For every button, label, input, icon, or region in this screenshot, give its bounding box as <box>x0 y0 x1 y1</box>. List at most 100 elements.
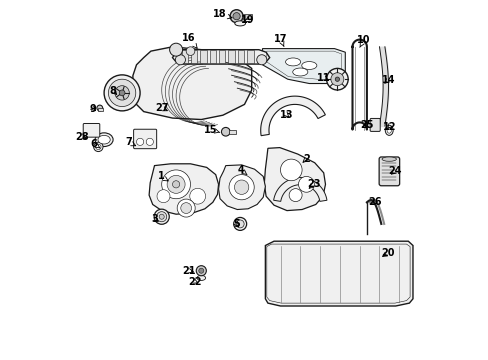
Circle shape <box>167 175 185 193</box>
Ellipse shape <box>94 142 103 152</box>
Text: 24: 24 <box>387 166 401 176</box>
Text: 8: 8 <box>109 86 117 96</box>
Circle shape <box>230 10 243 23</box>
Circle shape <box>280 159 302 181</box>
Text: 2: 2 <box>303 154 309 164</box>
Ellipse shape <box>159 214 164 219</box>
Bar <box>181 50 187 63</box>
Circle shape <box>172 181 179 188</box>
Ellipse shape <box>385 125 392 135</box>
Text: 6: 6 <box>90 139 100 149</box>
Circle shape <box>177 199 195 217</box>
Bar <box>243 14 251 19</box>
Bar <box>200 50 206 63</box>
Bar <box>237 50 244 63</box>
Text: 28: 28 <box>75 132 88 142</box>
Circle shape <box>175 55 185 65</box>
FancyBboxPatch shape <box>378 157 399 186</box>
FancyBboxPatch shape <box>133 129 156 149</box>
Text: 1: 1 <box>157 171 168 181</box>
Polygon shape <box>172 50 269 64</box>
Bar <box>209 50 216 63</box>
Circle shape <box>115 86 129 100</box>
Circle shape <box>189 188 205 204</box>
Text: 20: 20 <box>381 248 394 258</box>
Text: 3: 3 <box>152 214 158 224</box>
Text: 16: 16 <box>182 33 197 48</box>
Ellipse shape <box>386 127 390 133</box>
Text: 22: 22 <box>188 276 201 287</box>
Bar <box>219 50 225 63</box>
Circle shape <box>256 55 266 65</box>
Circle shape <box>221 127 230 136</box>
Polygon shape <box>262 49 345 84</box>
Text: 26: 26 <box>367 197 381 207</box>
Text: 15: 15 <box>203 125 220 135</box>
Text: 27: 27 <box>155 103 168 113</box>
Circle shape <box>196 266 206 276</box>
Circle shape <box>108 79 136 107</box>
Text: 19: 19 <box>241 15 254 25</box>
Text: 25: 25 <box>360 120 373 130</box>
Ellipse shape <box>234 21 245 26</box>
Text: 23: 23 <box>306 179 320 189</box>
Circle shape <box>326 68 347 90</box>
Circle shape <box>199 268 203 273</box>
Polygon shape <box>273 177 326 201</box>
Circle shape <box>181 203 191 213</box>
Ellipse shape <box>233 217 246 230</box>
Bar <box>228 50 234 63</box>
Ellipse shape <box>95 133 113 147</box>
Ellipse shape <box>301 62 316 69</box>
Text: 12: 12 <box>382 122 395 132</box>
Polygon shape <box>218 165 265 210</box>
Circle shape <box>97 105 102 111</box>
Circle shape <box>298 176 314 192</box>
Circle shape <box>157 190 170 203</box>
Circle shape <box>335 77 339 81</box>
Text: 11: 11 <box>316 73 330 83</box>
Text: 13: 13 <box>280 110 293 120</box>
Ellipse shape <box>236 220 244 228</box>
Text: 7: 7 <box>125 137 135 147</box>
Circle shape <box>234 180 248 194</box>
Text: 4: 4 <box>237 165 246 175</box>
Circle shape <box>162 170 190 199</box>
Circle shape <box>186 47 194 55</box>
Polygon shape <box>133 47 251 120</box>
Ellipse shape <box>292 68 307 76</box>
Ellipse shape <box>156 212 166 222</box>
Polygon shape <box>265 241 412 306</box>
Polygon shape <box>260 96 325 136</box>
Text: 10: 10 <box>357 35 370 48</box>
Text: 9: 9 <box>90 104 97 114</box>
Polygon shape <box>149 164 218 214</box>
FancyBboxPatch shape <box>369 118 380 131</box>
Ellipse shape <box>98 135 110 144</box>
Circle shape <box>288 189 302 202</box>
Circle shape <box>330 73 343 86</box>
Ellipse shape <box>154 209 169 224</box>
Bar <box>98 108 102 111</box>
Circle shape <box>232 13 240 20</box>
Circle shape <box>146 138 153 145</box>
Bar <box>229 130 235 134</box>
Ellipse shape <box>197 275 205 280</box>
Circle shape <box>119 90 125 96</box>
Circle shape <box>104 75 140 111</box>
Text: 21: 21 <box>182 266 195 276</box>
Polygon shape <box>264 148 325 211</box>
Text: 18: 18 <box>212 9 232 19</box>
Bar <box>190 50 197 63</box>
Text: 14: 14 <box>381 75 394 85</box>
FancyBboxPatch shape <box>83 123 100 137</box>
Ellipse shape <box>381 157 396 161</box>
Bar <box>246 50 253 63</box>
Ellipse shape <box>285 58 300 66</box>
Text: 17: 17 <box>273 34 286 47</box>
Circle shape <box>228 175 254 200</box>
Circle shape <box>169 43 182 56</box>
Text: 5: 5 <box>233 219 240 229</box>
Ellipse shape <box>96 144 101 150</box>
Circle shape <box>136 138 143 145</box>
